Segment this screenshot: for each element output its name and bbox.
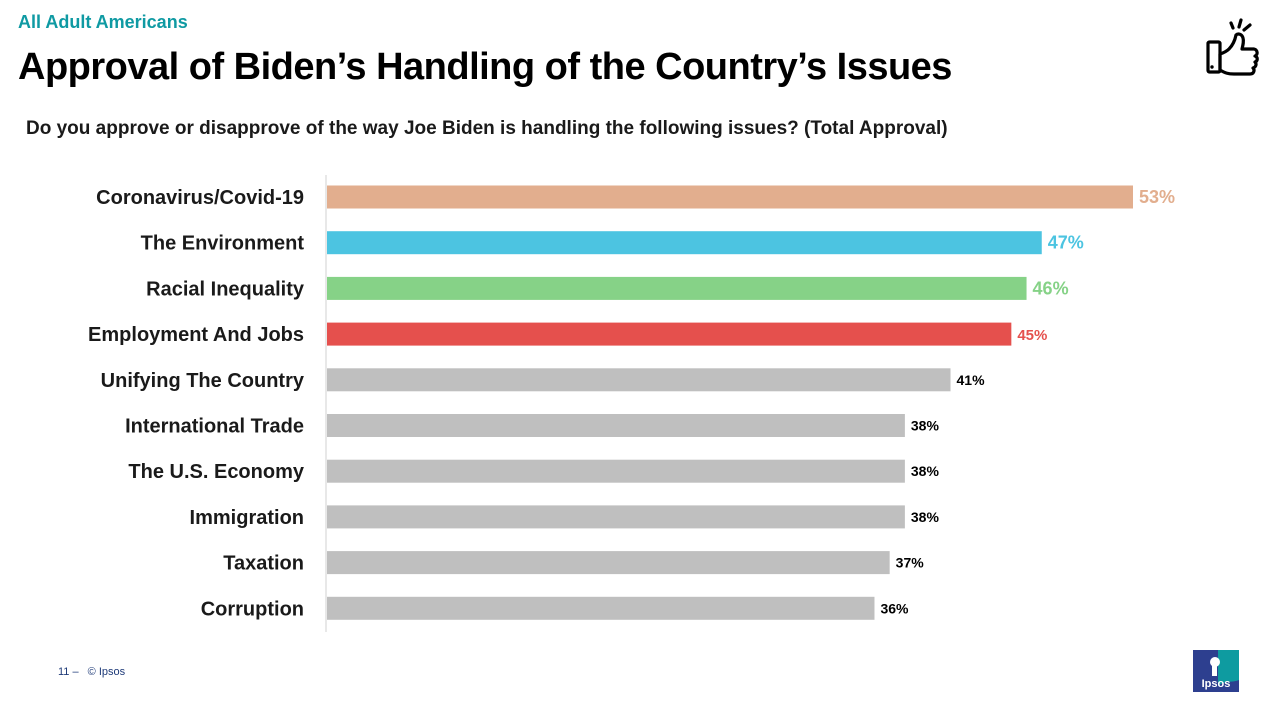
footer: 11 – © Ipsos bbox=[58, 666, 125, 678]
data-label: 46% bbox=[1033, 278, 1069, 298]
bar bbox=[327, 596, 875, 620]
category-label: Coronavirus/Covid-19 bbox=[96, 187, 304, 209]
bar bbox=[327, 368, 951, 392]
bar bbox=[327, 322, 1012, 346]
category-label: Racial Inequality bbox=[146, 278, 305, 300]
category-label: International Trade bbox=[125, 416, 304, 438]
kicker: All Adult Americans bbox=[18, 12, 188, 32]
bar bbox=[327, 276, 1027, 300]
category-label: Unifying The Country bbox=[101, 370, 305, 392]
bar bbox=[327, 459, 905, 483]
category-label: Taxation bbox=[223, 553, 304, 575]
svg-text:Ipsos: Ipsos bbox=[1202, 678, 1231, 690]
data-label: 53% bbox=[1139, 187, 1175, 207]
bar bbox=[327, 505, 905, 529]
bar bbox=[327, 551, 890, 575]
category-label: The Environment bbox=[141, 233, 305, 255]
bar bbox=[327, 414, 905, 437]
category-label: The U.S. Economy bbox=[128, 461, 304, 483]
subtitle: Do you approve or disapprove of the way … bbox=[26, 118, 948, 139]
category-label: Immigration bbox=[190, 507, 304, 529]
page-title: Approval of Biden’s Handling of the Coun… bbox=[18, 46, 952, 88]
thumbs-up-icon bbox=[1206, 18, 1259, 76]
category-label: Employment And Jobs bbox=[88, 324, 304, 346]
data-label: 38% bbox=[911, 418, 940, 434]
data-label: 45% bbox=[1017, 327, 1047, 344]
data-label: 38% bbox=[911, 463, 940, 479]
data-label: 37% bbox=[896, 555, 925, 571]
data-label: 47% bbox=[1048, 233, 1084, 253]
category-label: Corruption bbox=[201, 598, 304, 620]
data-label: 36% bbox=[880, 600, 909, 616]
copyright: © Ipsos bbox=[87, 666, 126, 678]
page-number: 11 – bbox=[58, 666, 79, 678]
bar bbox=[327, 231, 1042, 255]
data-label: 41% bbox=[957, 372, 986, 388]
bar bbox=[327, 185, 1133, 209]
ipsos-logo: Ipsos bbox=[1193, 650, 1239, 692]
data-label: 38% bbox=[911, 509, 940, 525]
